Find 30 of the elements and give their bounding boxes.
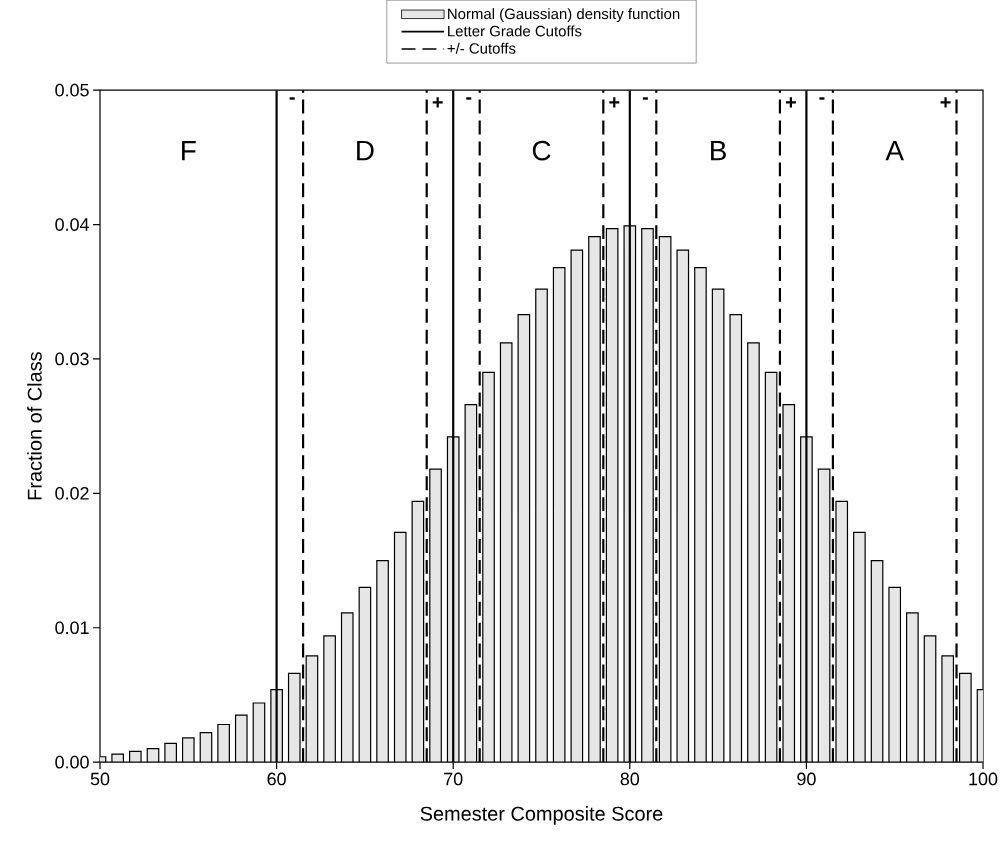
ref-line-label: + <box>432 97 443 108</box>
x-tick-label: 90 <box>797 772 816 786</box>
ref-line-label: + <box>785 97 796 108</box>
legend-label: Normal (Gaussian) density function <box>448 8 680 23</box>
y-tick-label: 0.02 <box>55 486 89 500</box>
annotation: B <box>711 140 726 161</box>
ref-line-label: - <box>466 97 472 100</box>
y-axis-title: Fraction of Class <box>27 352 42 500</box>
text: Letter Grade Cutoffs <box>448 25 582 37</box>
y-tick-label: 0.00 <box>55 755 89 769</box>
ref-line-label: - <box>289 97 295 100</box>
ref-line-label: - <box>819 97 825 100</box>
ref-line-label: + <box>940 97 951 108</box>
y-tick-label: 0.04 <box>55 218 89 231</box>
y-tick-label: 0.01 <box>55 621 89 635</box>
y-tick-label: 0.03 <box>55 352 89 366</box>
x-tick-label: 100 <box>969 772 998 786</box>
annotation: C <box>532 140 551 161</box>
annotation: A <box>885 140 904 161</box>
ref-line-label: - <box>642 97 648 100</box>
annotation: D <box>357 140 374 161</box>
x-axis-title: Semester Composite Score <box>420 806 663 825</box>
x-tick-label: 70 <box>444 772 463 786</box>
text: +/- Cutoffs <box>447 42 516 54</box>
ref-line-label: + <box>609 97 620 108</box>
y-tick-label: 0.05 <box>55 83 89 97</box>
x-tick-label: 80 <box>620 772 640 786</box>
annotation: F <box>182 140 196 161</box>
x-tick-label: 50 <box>90 772 110 786</box>
x-tick-label: 60 <box>267 772 286 786</box>
